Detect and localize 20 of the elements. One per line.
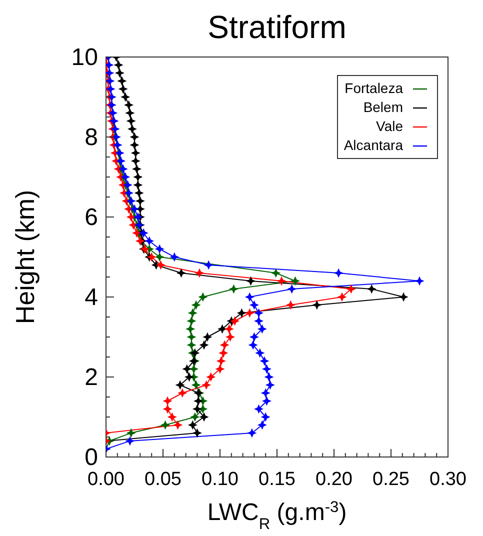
x-tick-label: 0.05	[144, 469, 182, 490]
x-tick-label: 0.25	[372, 469, 410, 490]
x-tick-label: 0.00	[88, 469, 124, 490]
y-tick-label: 8	[84, 124, 98, 151]
legend-label: Vale	[376, 117, 403, 136]
x-tick-label: 0.10	[202, 469, 238, 490]
y-tick-label: 0	[84, 444, 98, 471]
chart-title: Stratiform	[208, 9, 346, 45]
legend-label: Alcantara	[344, 136, 403, 155]
legend-label: Fortaleza	[344, 79, 403, 98]
y-tick-label: 4	[84, 284, 98, 311]
x-tick-label: 0.15	[258, 469, 296, 490]
x-tick-label: 0.30	[430, 469, 466, 490]
y-axis-title: Height (km)	[10, 190, 40, 324]
y-tick-label: 10	[71, 44, 98, 71]
legend-label: Belem	[363, 98, 403, 117]
y-tick-label: 6	[84, 204, 98, 231]
x-tick-label: 0.20	[316, 469, 352, 490]
x-axis-title: LWC$_{R}$ (g.m$^{-3}$)	[207, 498, 347, 532]
y-tick-label: 2	[84, 364, 98, 391]
